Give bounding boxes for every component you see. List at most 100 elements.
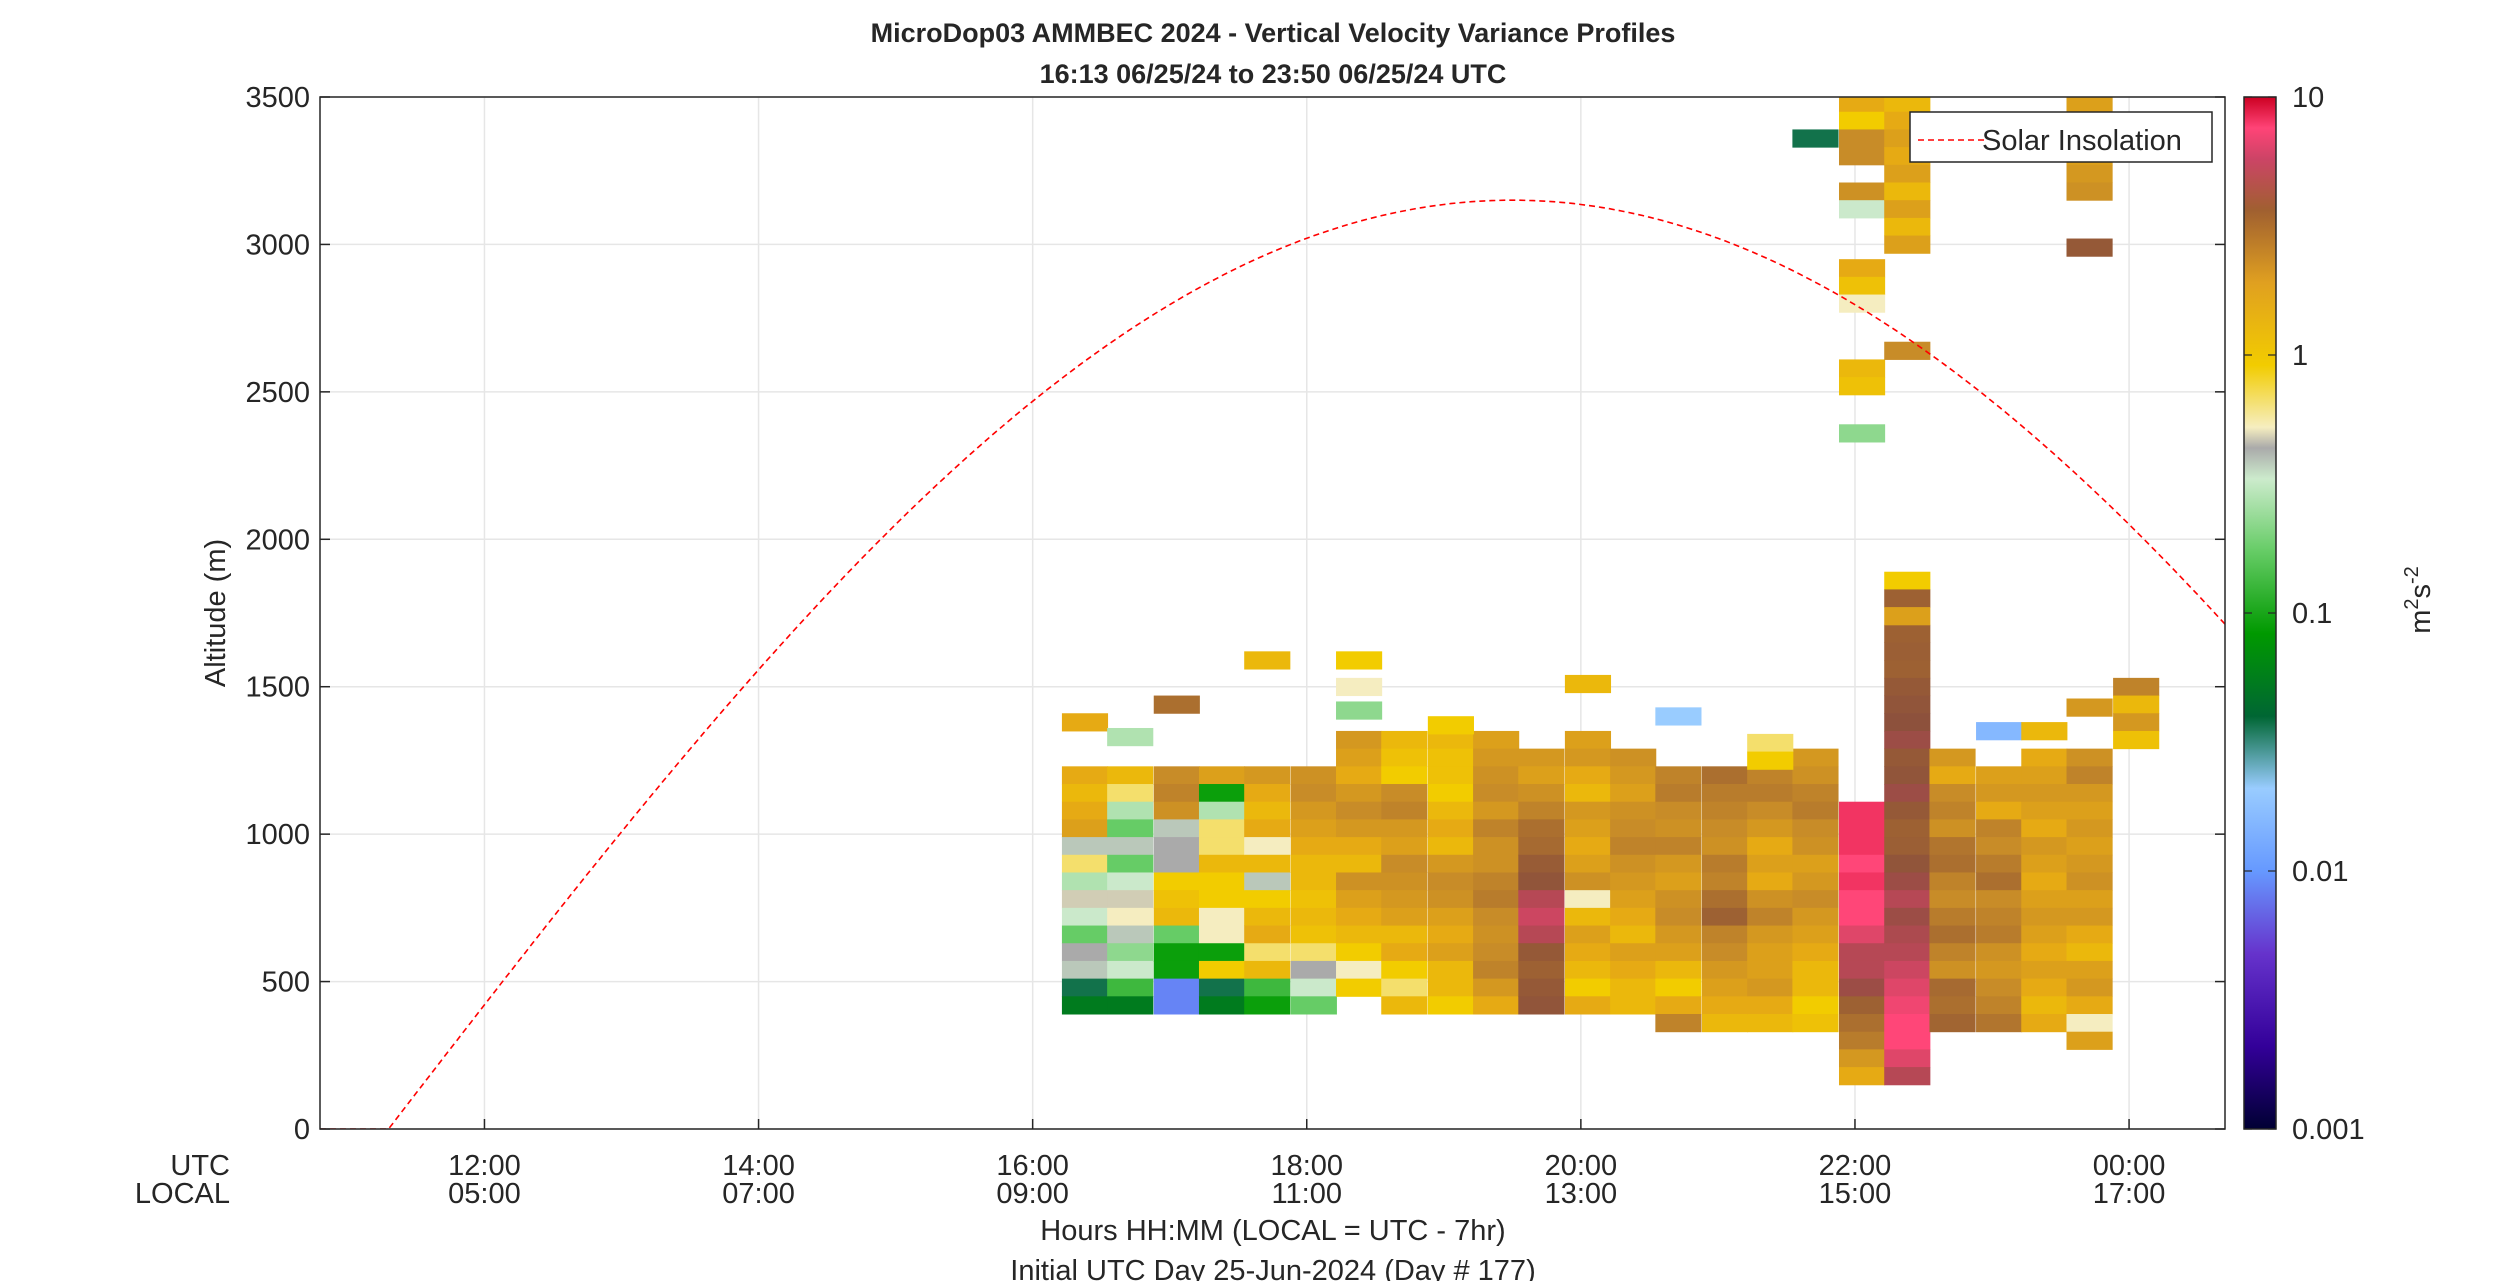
heatmap-cell <box>1244 907 1291 927</box>
heatmap-cell <box>1244 801 1291 820</box>
legend: Solar Insolation <box>1909 111 2213 163</box>
heatmap-cell <box>1381 730 1428 750</box>
legend-label: Solar Insolation <box>1982 125 2182 157</box>
heatmap-cell <box>1427 854 1474 873</box>
x-axis-label: Hours HH:MM (LOCAL = UTC - 7hr) <box>1040 1215 1505 1247</box>
y-tick-label: 3500 <box>245 82 310 114</box>
heatmap-cell <box>1701 854 1749 873</box>
heatmap-cell <box>1655 766 1702 785</box>
heatmap-cell <box>1838 819 1886 838</box>
heatmap-cell <box>1884 766 1931 785</box>
heatmap-cell <box>1290 978 1337 997</box>
heatmap-cell <box>1792 907 1839 927</box>
heatmap-cell <box>1655 801 1702 820</box>
heatmap-cell <box>2066 925 2113 944</box>
heatmap-cell <box>1884 695 1931 714</box>
heatmap-cell <box>1792 854 1839 873</box>
heatmap-cell <box>1792 748 1839 767</box>
heatmap-cell <box>1884 748 1931 767</box>
heatmap-cell <box>1610 890 1657 909</box>
heatmap-cell <box>1976 996 2023 1015</box>
heatmap-cell <box>2066 698 2113 717</box>
colorbar-tick-label: 0.1 <box>2292 598 2332 630</box>
heatmap-cell <box>2021 748 2068 767</box>
heatmap-cell <box>1381 837 1428 856</box>
heatmap-cell <box>1244 996 1291 1015</box>
heatmap-cell <box>2066 182 2113 201</box>
heatmap-cell <box>1838 359 1886 378</box>
heatmap-cell <box>1747 819 1794 838</box>
colorbar-unit-s: s <box>2405 584 2437 599</box>
heatmap-cell <box>1244 837 1291 856</box>
heatmap-cell <box>1564 854 1612 873</box>
heatmap-cell <box>1884 854 1931 873</box>
heatmap-cell <box>1564 978 1612 997</box>
heatmap-cell <box>1747 751 1794 770</box>
heatmap-cell <box>2021 854 2068 873</box>
heatmap-cell <box>1153 907 1200 927</box>
heatmap-cell <box>1929 907 1976 927</box>
heatmap-cell <box>2021 890 2068 909</box>
heatmap-cell <box>1884 925 1931 944</box>
heatmap-cell <box>1838 294 1886 313</box>
heatmap-cell <box>1792 960 1839 980</box>
heatmap-cell <box>2021 819 2068 838</box>
heatmap-cell <box>1153 854 1200 873</box>
heatmap-cell <box>1564 960 1612 980</box>
heatmap-cell <box>1655 960 1702 980</box>
heatmap-cell <box>2066 960 2113 980</box>
heatmap-cell <box>1838 996 1886 1015</box>
heatmap-cell <box>1564 925 1612 944</box>
heatmap-cell <box>1838 1067 1886 1086</box>
heatmap-cell <box>1792 784 1839 803</box>
heatmap-cell <box>1473 819 1520 838</box>
heatmap-cell <box>1884 872 1931 891</box>
heatmap-cell <box>1244 943 1291 962</box>
heatmap-cell <box>1107 907 1154 927</box>
heatmap-cell <box>1610 819 1657 838</box>
heatmap-cell <box>2113 713 2160 732</box>
heatmap-cell <box>1381 960 1428 980</box>
heatmap-cell <box>1747 890 1794 909</box>
heatmap-cell <box>2113 695 2160 714</box>
heatmap-cell <box>1473 837 1520 856</box>
x-tick-label-local: 07:00 <box>722 1178 795 1210</box>
heatmap-cell <box>1747 1014 1794 1033</box>
heatmap-cell <box>1838 960 1886 980</box>
heatmap-cell <box>1427 837 1474 856</box>
heatmap-cell <box>1473 978 1520 997</box>
heatmap-cell <box>1838 1014 1886 1033</box>
heatmap-cell <box>1198 907 1246 927</box>
heatmap-cell <box>1610 960 1657 980</box>
x-tick-label-utc: 12:00 <box>448 1150 521 1182</box>
heatmap-cell <box>1655 784 1702 803</box>
chart-title-line1: MicroDop03 AMMBEC 2024 - Vertical Veloci… <box>871 18 1676 48</box>
heatmap-cell <box>1473 854 1520 873</box>
heatmap-cell <box>1518 978 1565 997</box>
heatmap-cell <box>1884 1014 1931 1033</box>
heatmap-cell <box>1381 766 1428 785</box>
heatmap-cell <box>1610 996 1657 1015</box>
x-tick-label-local: 13:00 <box>1545 1178 1618 1210</box>
heatmap-cell <box>1564 730 1612 750</box>
heatmap-cell <box>1336 784 1383 803</box>
heatmap-cell <box>1427 960 1474 980</box>
heatmap-cell <box>1564 872 1612 891</box>
heatmap-cell <box>1610 978 1657 997</box>
heatmap-cell <box>1290 784 1337 803</box>
heatmap-cell <box>1564 784 1612 803</box>
heatmap-cell <box>1655 943 1702 962</box>
heatmap-cell <box>1107 978 1154 997</box>
heatmap-cell <box>1427 996 1474 1015</box>
heatmap-cell <box>1747 801 1794 820</box>
heatmap-cell <box>1747 907 1794 927</box>
x-tick-label-utc: 20:00 <box>1545 1150 1618 1182</box>
heatmap-cell <box>1701 978 1749 997</box>
heatmap-cell <box>1427 801 1474 820</box>
heatmap-cell <box>1838 424 1886 443</box>
heatmap-cell <box>1153 872 1200 891</box>
heatmap-cell <box>1290 925 1337 944</box>
heatmap-cell <box>2021 943 2068 962</box>
heatmap-cell <box>1976 872 2023 891</box>
heatmap-cell <box>1564 674 1612 694</box>
